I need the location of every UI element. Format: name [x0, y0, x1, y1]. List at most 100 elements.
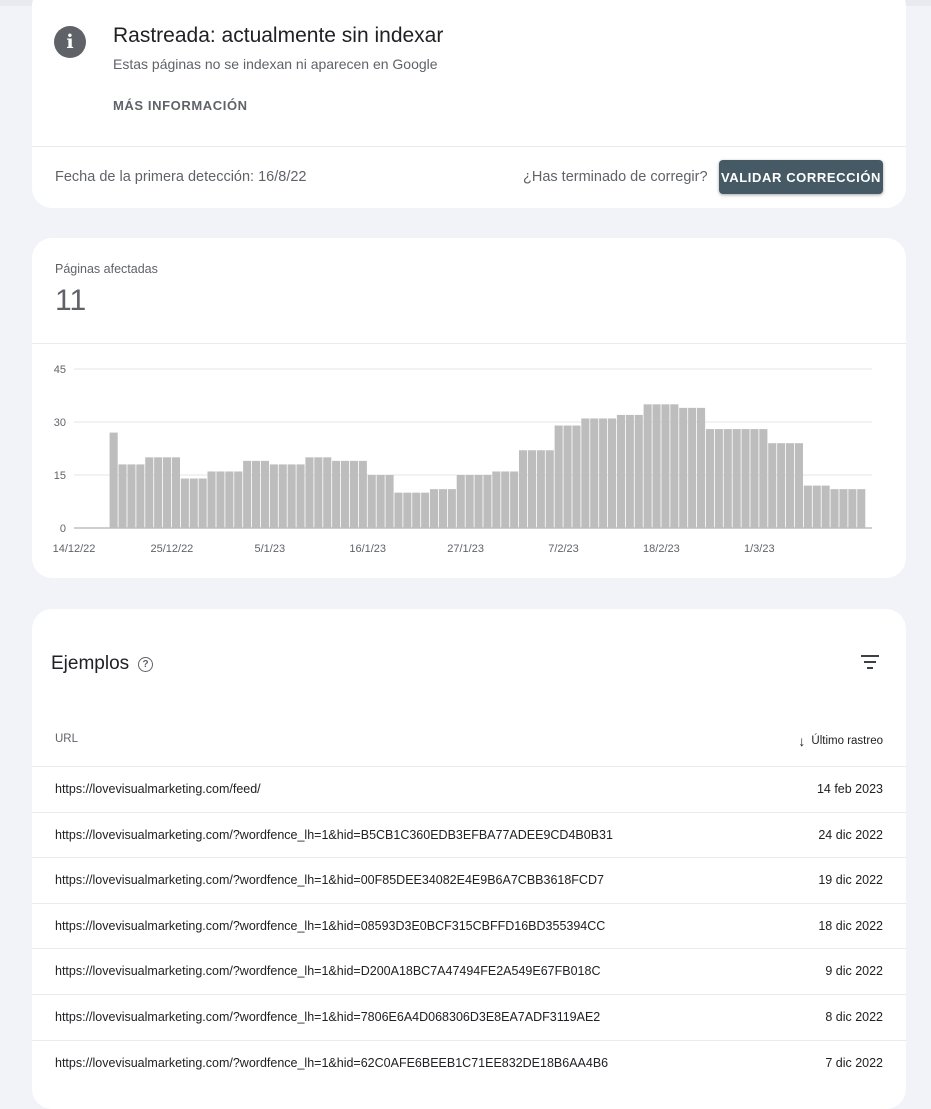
row-last-crawl: 18 dic 2022 [818, 918, 883, 933]
issue-card: i Rastreada: actualmente sin indexar Est… [32, 0, 906, 208]
x-tick-label: 7/2/23 [548, 543, 579, 555]
bar [252, 460, 261, 528]
bar [670, 404, 679, 528]
row-url[interactable]: https://lovevisualmarketing.com/?wordfen… [55, 964, 601, 979]
bar [145, 457, 154, 528]
bar [732, 429, 741, 528]
bar [545, 450, 554, 528]
bar [430, 489, 439, 528]
row-last-crawl: 9 dic 2022 [825, 964, 883, 979]
bar [590, 418, 599, 528]
table-row[interactable]: https://lovevisualmarketing.com/?wordfen… [32, 1039, 906, 1086]
affected-pages-count: 11 [55, 284, 87, 317]
affected-pages-card: Páginas afectadas 11 0 15 30 45 14/12/22 25/1… [32, 238, 906, 578]
bar [109, 432, 118, 528]
more-info-link[interactable]: MÁS INFORMACIÓN [113, 98, 248, 113]
bar [830, 489, 839, 528]
issue-title: Rastreada: actualmente sin indexar [113, 24, 444, 47]
bar [705, 429, 714, 528]
bar [323, 457, 332, 528]
bar [857, 489, 866, 528]
bar [136, 464, 145, 528]
column-header-url[interactable]: URL [55, 733, 79, 745]
table-row[interactable]: https://lovevisualmarketing.com/feed/ 14… [32, 766, 906, 812]
bar [786, 443, 795, 528]
bar [403, 492, 412, 528]
bar [385, 475, 394, 528]
affected-pages-label: Páginas afectadas [55, 262, 158, 276]
bar [447, 489, 456, 528]
help-icon[interactable]: ? [138, 657, 153, 672]
examples-card: Ejemplos ? URL ↓ Último rastreo https://… [32, 609, 906, 1109]
table-row[interactable]: https://lovevisualmarketing.com/?wordfen… [32, 857, 906, 903]
bar [723, 429, 732, 528]
column-header-last-crawl-label: Último rastreo [811, 735, 883, 747]
row-last-crawl: 14 feb 2023 [816, 782, 883, 796]
bar [527, 450, 536, 528]
table-row[interactable]: https://lovevisualmarketing.com/?wordfen… [32, 993, 906, 1040]
bar [616, 414, 625, 528]
bar [260, 460, 269, 528]
y-tick-label: 0 [60, 523, 66, 535]
row-url[interactable]: https://lovevisualmarketing.com/?wordfen… [55, 873, 604, 888]
examples-table-body: https://lovevisualmarketing.com/feed/ 14… [32, 766, 906, 1085]
bar [243, 460, 252, 528]
bar [154, 457, 163, 528]
row-url[interactable]: https://lovevisualmarketing.com/feed/ [55, 782, 261, 796]
bar [768, 443, 777, 528]
bar [296, 464, 305, 528]
x-tick-label: 18/2/23 [643, 543, 680, 555]
row-url[interactable]: https://lovevisualmarketing.com/?wordfen… [55, 918, 606, 933]
bar [118, 464, 127, 528]
filter-icon[interactable] [861, 653, 883, 671]
bar [421, 492, 430, 528]
sort-arrow-down-icon: ↓ [798, 733, 806, 749]
bar [474, 475, 483, 528]
bar [465, 475, 474, 528]
bar [839, 489, 848, 528]
bar [741, 429, 750, 528]
bar [171, 457, 180, 528]
table-row[interactable]: https://lovevisualmarketing.com/?wordfen… [32, 902, 906, 949]
row-last-crawl: 24 dic 2022 [818, 827, 883, 842]
bar [367, 475, 376, 528]
bar [625, 414, 634, 528]
validate-fix-button[interactable]: VALIDAR CORRECCIÓN [719, 160, 883, 194]
table-row[interactable]: https://lovevisualmarketing.com/?wordfen… [32, 811, 906, 858]
bar [456, 475, 465, 528]
bar [180, 478, 189, 528]
bar [812, 485, 821, 528]
bar [198, 478, 207, 528]
done-fixing-question: ¿Has terminado de corregir? [523, 169, 708, 185]
examples-title: Ejemplos [51, 653, 130, 674]
row-url[interactable]: https://lovevisualmarketing.com/?wordfen… [55, 1055, 609, 1070]
divider [32, 343, 906, 344]
bar [127, 464, 136, 528]
x-tick-label: 5/1/23 [255, 543, 286, 555]
column-header-last-crawl[interactable]: ↓ Último rastreo [798, 733, 883, 749]
row-last-crawl: 19 dic 2022 [818, 873, 883, 888]
issue-subtitle: Estas páginas no se indexan ni aparecen … [113, 56, 438, 72]
bar [332, 460, 341, 528]
bar [688, 407, 697, 528]
bar [794, 443, 803, 528]
bar [697, 407, 706, 528]
row-last-crawl: 7 dic 2022 [825, 1055, 883, 1070]
x-tick-label: 25/12/22 [150, 543, 193, 555]
bar [759, 429, 768, 528]
bar [519, 450, 528, 528]
row-url[interactable]: https://lovevisualmarketing.com/?wordfen… [55, 1009, 601, 1024]
y-tick-label: 30 [54, 417, 66, 429]
bar [803, 485, 812, 528]
bar [278, 464, 287, 528]
table-row[interactable]: https://lovevisualmarketing.com/?wordfen… [32, 948, 906, 994]
bar [341, 460, 350, 528]
row-url[interactable]: https://lovevisualmarketing.com/?wordfen… [55, 827, 613, 842]
bar [563, 425, 572, 528]
x-tick-label: 1/3/23 [744, 543, 775, 555]
bar [314, 457, 323, 528]
bar [510, 471, 519, 528]
bar [438, 489, 447, 528]
affected-pages-chart: 0 15 30 45 14/12/22 25/12/22 5/1/23 16/1/23 27/1… [53, 364, 872, 555]
info-icon: i [54, 26, 86, 58]
